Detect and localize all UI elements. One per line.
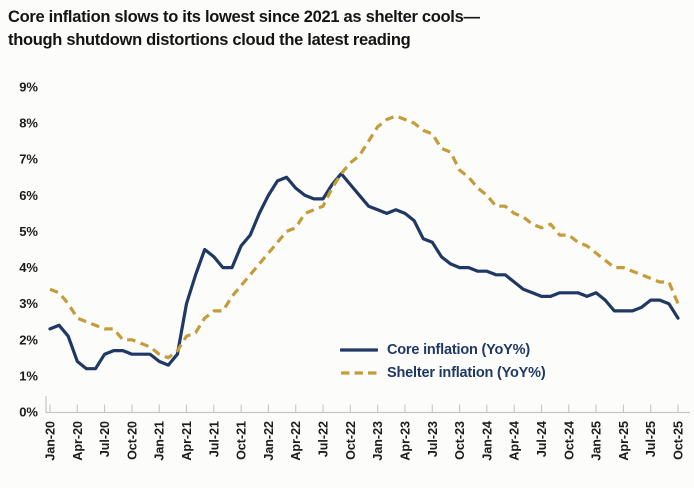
chart-legend: Core inflation (YoY%) Shelter inflation …: [340, 342, 546, 381]
y-axis-tick-label: 6%: [19, 188, 38, 203]
x-axis-tick-label: Jul-23: [426, 421, 440, 457]
x-axis-tick-label: Jan-20: [44, 421, 58, 461]
y-axis-tick-label: 3%: [19, 296, 38, 311]
x-axis-tick-label: Jul-25: [644, 421, 658, 457]
x-axis-tick-label: Oct-24: [562, 421, 576, 460]
x-axis-tick-label: Jul-20: [98, 421, 112, 457]
x-axis-tick-label: Jul-22: [317, 421, 331, 457]
x-axis-tick-label: Jan-23: [371, 421, 385, 461]
x-axis-tick-label: Jan-21: [153, 421, 167, 461]
x-axis-tick-label: Oct-20: [125, 421, 139, 460]
x-axis-tick-label: Jan-22: [262, 421, 276, 461]
y-axis-tick-label: 8%: [19, 116, 38, 131]
y-axis-tick-label: 5%: [19, 224, 38, 239]
x-axis-tick-label: Jul-21: [207, 421, 221, 457]
x-axis-tick-label: Oct-22: [344, 421, 358, 460]
y-axis-tick-label: 1%: [19, 368, 38, 383]
x-axis-tick-label: Apr-20: [71, 421, 85, 461]
chart-title-line2: though shutdown distortions cloud the la…: [8, 31, 411, 50]
legend-label-core: Core inflation (YoY%): [387, 342, 530, 358]
x-axis-tick-label: Jul-24: [535, 421, 549, 457]
core-inflation-line: [48, 172, 680, 371]
x-axis-tick-label: Oct-25: [672, 421, 686, 460]
legend-row-core: Core inflation (YoY%): [340, 342, 545, 358]
x-axis-tick-label: Oct-23: [453, 421, 467, 460]
x-axis-tick-label: Apr-25: [617, 421, 631, 461]
x-axis-tick-label: Apr-21: [180, 421, 194, 461]
y-axis-tick-label: 2%: [19, 332, 38, 347]
x-axis-tick-label: Apr-24: [508, 421, 522, 461]
y-axis-tick-label: 9%: [19, 80, 38, 95]
x-axis-tick-label: Jan-24: [480, 421, 494, 461]
x-axis-tick-label: Apr-23: [398, 421, 412, 461]
core-line-swatch-icon: [340, 348, 378, 352]
x-axis-tick-label: Apr-22: [289, 421, 303, 461]
y-axis-tick-label: 4%: [19, 260, 38, 275]
y-axis-tick-label: 7%: [19, 152, 38, 167]
x-axis-tick-label: Jan-25: [590, 421, 604, 461]
legend-label-shelter: Shelter inflation (YoY%): [387, 365, 546, 381]
x-axis-tick-label: Oct-21: [235, 421, 249, 460]
chart-title-line1: Core inflation slows to its lowest since…: [8, 8, 480, 26]
shelter-inflation-line: [49, 114, 680, 360]
shelter-dashed-swatch-icon: [341, 371, 377, 375]
legend-row-shelter: Shelter inflation (YoY%): [340, 365, 546, 381]
chart-title: Core inflation slows to its lowest since…: [8, 6, 668, 53]
y-axis-tick-label: 0%: [19, 405, 38, 420]
